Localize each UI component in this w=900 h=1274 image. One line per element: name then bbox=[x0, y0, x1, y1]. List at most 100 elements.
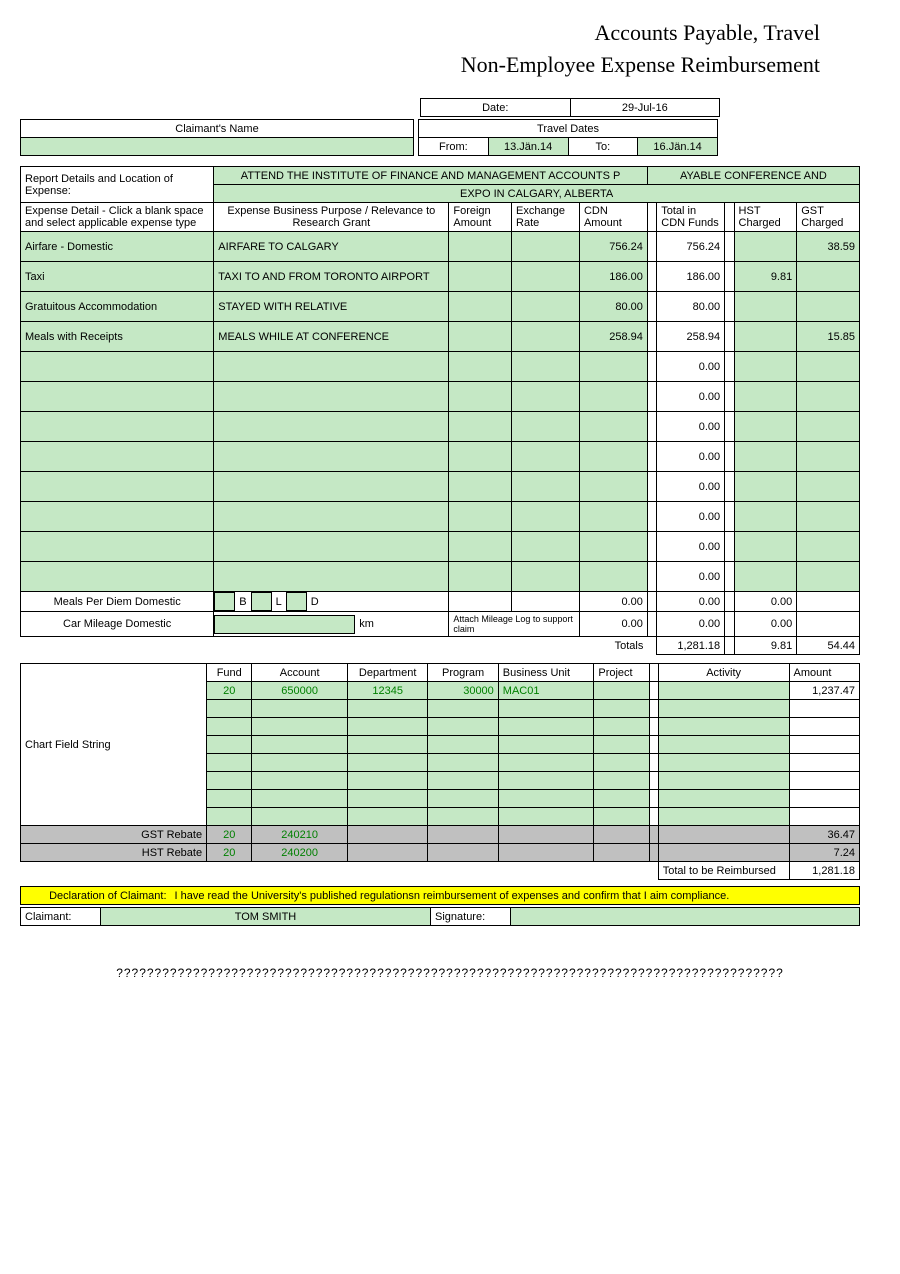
row-exchange[interactable] bbox=[512, 262, 580, 292]
row-cdn[interactable] bbox=[579, 532, 647, 562]
chart-bu[interactable]: MAC01 bbox=[498, 682, 594, 700]
row-detail[interactable] bbox=[21, 472, 214, 502]
perdiem-l-val[interactable] bbox=[251, 593, 271, 611]
to-value[interactable]: 16.Jän.14 bbox=[638, 138, 718, 156]
row-gst[interactable]: 15.85 bbox=[797, 322, 860, 352]
row-gst[interactable] bbox=[797, 412, 860, 442]
row-exchange[interactable] bbox=[512, 562, 580, 592]
row-cdn[interactable]: 258.94 bbox=[579, 322, 647, 352]
row-gst[interactable] bbox=[797, 532, 860, 562]
row-detail[interactable]: Meals with Receipts bbox=[21, 322, 214, 352]
row-purpose[interactable] bbox=[214, 472, 449, 502]
report-line1[interactable]: ATTEND THE INSTITUTE OF FINANCE AND MANA… bbox=[214, 167, 648, 185]
row-hst[interactable] bbox=[734, 322, 797, 352]
row-foreign[interactable] bbox=[449, 532, 512, 562]
row-foreign[interactable] bbox=[449, 412, 512, 442]
row-cdn[interactable] bbox=[579, 562, 647, 592]
row-gst[interactable] bbox=[797, 442, 860, 472]
row-cdn[interactable] bbox=[579, 382, 647, 412]
row-gst[interactable]: 38.59 bbox=[797, 232, 860, 262]
claimant-sig-value[interactable]: TOM SMITH bbox=[101, 908, 431, 926]
row-gst[interactable] bbox=[797, 472, 860, 502]
row-cdn[interactable] bbox=[579, 472, 647, 502]
chart-activity[interactable] bbox=[658, 682, 789, 700]
row-hst[interactable] bbox=[734, 412, 797, 442]
row-hst[interactable] bbox=[734, 502, 797, 532]
row-foreign[interactable] bbox=[449, 322, 512, 352]
row-purpose[interactable] bbox=[214, 442, 449, 472]
row-cdn[interactable]: 186.00 bbox=[579, 262, 647, 292]
row-gst[interactable] bbox=[797, 352, 860, 382]
row-foreign[interactable] bbox=[449, 232, 512, 262]
row-hst[interactable] bbox=[734, 232, 797, 262]
row-detail[interactable] bbox=[21, 382, 214, 412]
row-foreign[interactable] bbox=[449, 442, 512, 472]
row-cdn[interactable]: 756.24 bbox=[579, 232, 647, 262]
row-exchange[interactable] bbox=[512, 352, 580, 382]
row-purpose[interactable] bbox=[214, 532, 449, 562]
row-detail[interactable] bbox=[21, 412, 214, 442]
row-purpose[interactable]: STAYED WITH RELATIVE bbox=[214, 292, 449, 322]
from-value[interactable]: 13.Jän.14 bbox=[488, 138, 568, 156]
sig-value[interactable] bbox=[511, 908, 860, 926]
row-exchange[interactable] bbox=[512, 292, 580, 322]
row-purpose[interactable]: MEALS WHILE AT CONFERENCE bbox=[214, 322, 449, 352]
row-hst[interactable] bbox=[734, 562, 797, 592]
row-exchange[interactable] bbox=[512, 532, 580, 562]
chart-fund[interactable]: 20 bbox=[207, 682, 252, 700]
row-foreign[interactable] bbox=[449, 472, 512, 502]
row-exchange[interactable] bbox=[512, 322, 580, 352]
chart-dept[interactable]: 12345 bbox=[347, 682, 427, 700]
row-exchange[interactable] bbox=[512, 412, 580, 442]
row-detail[interactable]: Taxi bbox=[21, 262, 214, 292]
row-purpose[interactable] bbox=[214, 412, 449, 442]
perdiem-b-val[interactable] bbox=[215, 593, 235, 611]
row-hst[interactable] bbox=[734, 472, 797, 502]
row-cdn[interactable] bbox=[579, 502, 647, 532]
row-gst[interactable] bbox=[797, 562, 860, 592]
row-gst[interactable] bbox=[797, 502, 860, 532]
row-cdn[interactable] bbox=[579, 412, 647, 442]
row-foreign[interactable] bbox=[449, 382, 512, 412]
row-gst[interactable] bbox=[797, 292, 860, 322]
row-exchange[interactable] bbox=[512, 472, 580, 502]
row-hst[interactable] bbox=[734, 352, 797, 382]
row-detail[interactable] bbox=[21, 442, 214, 472]
row-foreign[interactable] bbox=[449, 292, 512, 322]
claimant-value[interactable] bbox=[21, 138, 414, 156]
row-purpose[interactable] bbox=[214, 352, 449, 382]
row-gst[interactable] bbox=[797, 262, 860, 292]
row-exchange[interactable] bbox=[512, 442, 580, 472]
row-hst[interactable] bbox=[734, 382, 797, 412]
row-detail[interactable] bbox=[21, 532, 214, 562]
row-detail[interactable] bbox=[21, 352, 214, 382]
row-detail[interactable]: Airfare - Domestic bbox=[21, 232, 214, 262]
row-hst[interactable] bbox=[734, 442, 797, 472]
mileage-km-val[interactable] bbox=[215, 615, 355, 633]
row-hst[interactable] bbox=[734, 292, 797, 322]
row-detail[interactable]: Gratuitous Accommodation bbox=[21, 292, 214, 322]
row-foreign[interactable] bbox=[449, 502, 512, 532]
row-foreign[interactable] bbox=[449, 562, 512, 592]
report-line1b[interactable]: AYABLE CONFERENCE AND bbox=[647, 167, 859, 185]
row-hst[interactable] bbox=[734, 532, 797, 562]
row-cdn[interactable] bbox=[579, 442, 647, 472]
row-purpose[interactable]: TAXI TO AND FROM TORONTO AIRPORT bbox=[214, 262, 449, 292]
perdiem-d-val[interactable] bbox=[286, 593, 306, 611]
row-gst[interactable] bbox=[797, 382, 860, 412]
chart-account[interactable]: 650000 bbox=[252, 682, 348, 700]
row-purpose[interactable]: AIRFARE TO CALGARY bbox=[214, 232, 449, 262]
row-detail[interactable] bbox=[21, 502, 214, 532]
chart-project[interactable] bbox=[594, 682, 649, 700]
row-purpose[interactable] bbox=[214, 502, 449, 532]
row-cdn[interactable]: 80.00 bbox=[579, 292, 647, 322]
row-foreign[interactable] bbox=[449, 262, 512, 292]
row-detail[interactable] bbox=[21, 562, 214, 592]
row-purpose[interactable] bbox=[214, 382, 449, 412]
row-cdn[interactable] bbox=[579, 352, 647, 382]
row-exchange[interactable] bbox=[512, 382, 580, 412]
row-exchange[interactable] bbox=[512, 502, 580, 532]
row-exchange[interactable] bbox=[512, 232, 580, 262]
row-purpose[interactable] bbox=[214, 562, 449, 592]
chart-program[interactable]: 30000 bbox=[428, 682, 498, 700]
